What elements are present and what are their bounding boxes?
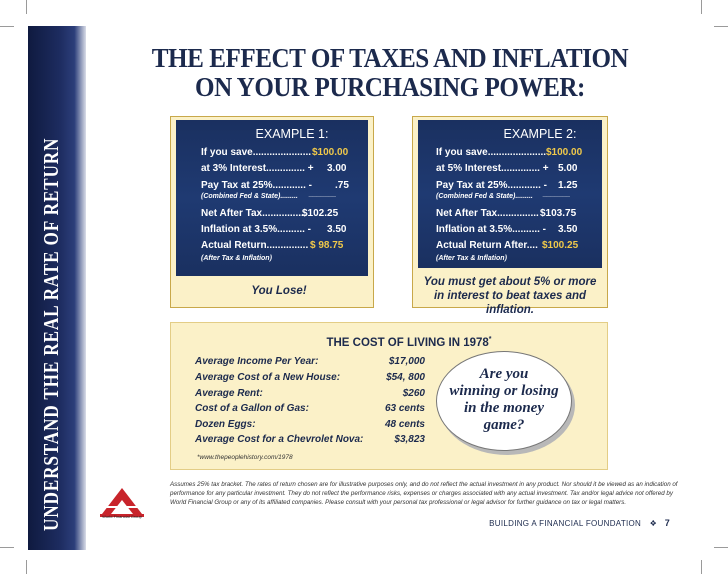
section-banner: UNDERSTAND THE REAL RATE OF RETURN: [28, 26, 86, 550]
disclaimer-text: Assumes 25% tax bracket. The rates of re…: [170, 481, 678, 506]
example-1-panel: EXAMPLE 1: If you save..................…: [170, 116, 374, 308]
actual-note: (After Tax & Inflation): [436, 255, 507, 262]
crop-mark: [26, 0, 27, 14]
question-line: in the money: [463, 400, 544, 416]
crop-mark: [714, 26, 728, 27]
question-callout-text: Are you winning or losing in the money g…: [437, 366, 571, 434]
question-callout: Are you winning or losing in the money g…: [436, 351, 572, 451]
cost-row-label: Average Rent:: [195, 388, 263, 399]
inflation-label: Inflation at 3.5%.......... -: [201, 224, 312, 235]
page-title-line-1: THE EFFECT OF TAXES AND INFLATION: [151, 43, 629, 73]
tax-value: 1.25: [558, 180, 578, 191]
crop-mark: [714, 547, 728, 548]
example-2-panel: EXAMPLE 2: If you save..................…: [412, 116, 608, 316]
tax-note: (Combined Fed & State).........: [201, 193, 298, 200]
cost-row-label: Average Cost for a Chevrolet Nova:: [195, 434, 364, 445]
tax-label: Pay Tax at 25%............ -: [436, 180, 547, 191]
interest-value: 3.00: [327, 163, 347, 174]
crop-mark: [0, 26, 14, 27]
example-2-table: EXAMPLE 2: If you save..................…: [418, 120, 602, 268]
cost-row-value: $17,000: [388, 356, 425, 367]
actual-value: $100.25: [542, 240, 579, 251]
cost-source-footnote: *www.thepeoplehistory.com/1978: [197, 454, 293, 461]
cost-row-value: 63 cents: [384, 403, 425, 414]
cost-of-living-title: THE COST OF LIVING IN 1978*: [171, 336, 607, 349]
save-label: If you save.....................: [436, 147, 547, 158]
question-line: winning or losing: [449, 383, 559, 399]
actual-label: Actual Return After....: [436, 240, 538, 251]
tax-label: Pay Tax at 25%............ -: [201, 180, 312, 191]
crop-mark: [701, 0, 702, 14]
net-value: $102.25: [302, 208, 339, 219]
question-line: game?: [483, 417, 525, 433]
section-banner-text: UNDERSTAND THE REAL RATE OF RETURN: [39, 137, 63, 531]
save-value: $100.00: [546, 147, 583, 158]
company-logo-icon: [100, 488, 144, 517]
cost-row-label: Cost of a Gallon of Gas:: [195, 403, 309, 414]
crop-mark: [701, 560, 702, 574]
crop-mark: [26, 560, 27, 574]
tax-note: (Combined Fed & State).........: [436, 193, 533, 200]
cost-row-value: $54, 800: [386, 372, 425, 383]
page-footer: BUILDING A FINANCIAL FOUNDATION ❖ 7: [489, 518, 670, 528]
page-title: THE EFFECT OF TAXES AND INFLATION ON YOU…: [120, 44, 660, 102]
cost-row-label: Average Cost of a New House:: [195, 372, 341, 383]
cost-row-value: $260: [402, 388, 425, 399]
tax-rule: _______: [309, 191, 337, 198]
example-1-heading: EXAMPLE 1:: [255, 127, 329, 141]
example-2-heading: EXAMPLE 2:: [503, 127, 577, 141]
question-line: Are you: [479, 366, 529, 382]
example-1-table: EXAMPLE 1: If you save..................…: [176, 120, 368, 276]
tax-value: .75: [335, 180, 349, 191]
save-value: $100.00: [312, 147, 349, 158]
example-2-verdict-line-1: You must get about 5% or more: [423, 276, 597, 288]
net-label: Net After Tax...............: [436, 208, 539, 219]
example-1-verdict: You Lose!: [251, 285, 307, 297]
page-title-line-2: ON YOUR PURCHASING POWER:: [195, 72, 585, 102]
example-2-verdict-line-2: in interest to beat taxes and inflation.: [433, 290, 587, 316]
save-label: If you save.....................: [201, 147, 312, 158]
footnote-mark: *: [488, 336, 492, 343]
page-number: 7: [664, 518, 670, 528]
cost-of-living-title-text: THE COST OF LIVING IN 1978: [326, 336, 489, 349]
inflation-value: 3.50: [558, 224, 578, 235]
inflation-value: 3.50: [327, 224, 347, 235]
interest-value: 5.00: [558, 163, 578, 174]
cost-row-value: $3,823: [394, 434, 425, 445]
net-label: Net After Tax................: [201, 208, 307, 219]
actual-label: Actual Return...............: [201, 240, 309, 251]
cost-row-label: Average Income Per Year:: [195, 356, 319, 367]
interest-label: at 3% Interest.............. +: [201, 163, 314, 174]
cost-of-living-box: THE COST OF LIVING IN 1978* Average Inco…: [170, 322, 608, 470]
actual-note: (After Tax & Inflation): [201, 255, 272, 262]
actual-value: $ 98.75: [310, 240, 344, 251]
tax-rule: _______: [543, 191, 571, 198]
cost-row-value: 48 cents: [384, 419, 425, 430]
crop-mark: [0, 547, 14, 548]
company-logo-text: World Financial Group: [102, 514, 142, 519]
cost-row-label: Dozen Eggs:: [195, 419, 256, 430]
diamond-separator-icon: ❖: [649, 519, 658, 528]
net-value: $103.75: [540, 208, 577, 219]
inflation-label: Inflation at 3.5%.......... -: [436, 224, 547, 235]
interest-label: at 5% Interest.............. +: [436, 163, 549, 174]
example-2-verdict: You must get about 5% or more in interes…: [413, 275, 607, 317]
footer-title: BUILDING A FINANCIAL FOUNDATION: [489, 519, 642, 528]
